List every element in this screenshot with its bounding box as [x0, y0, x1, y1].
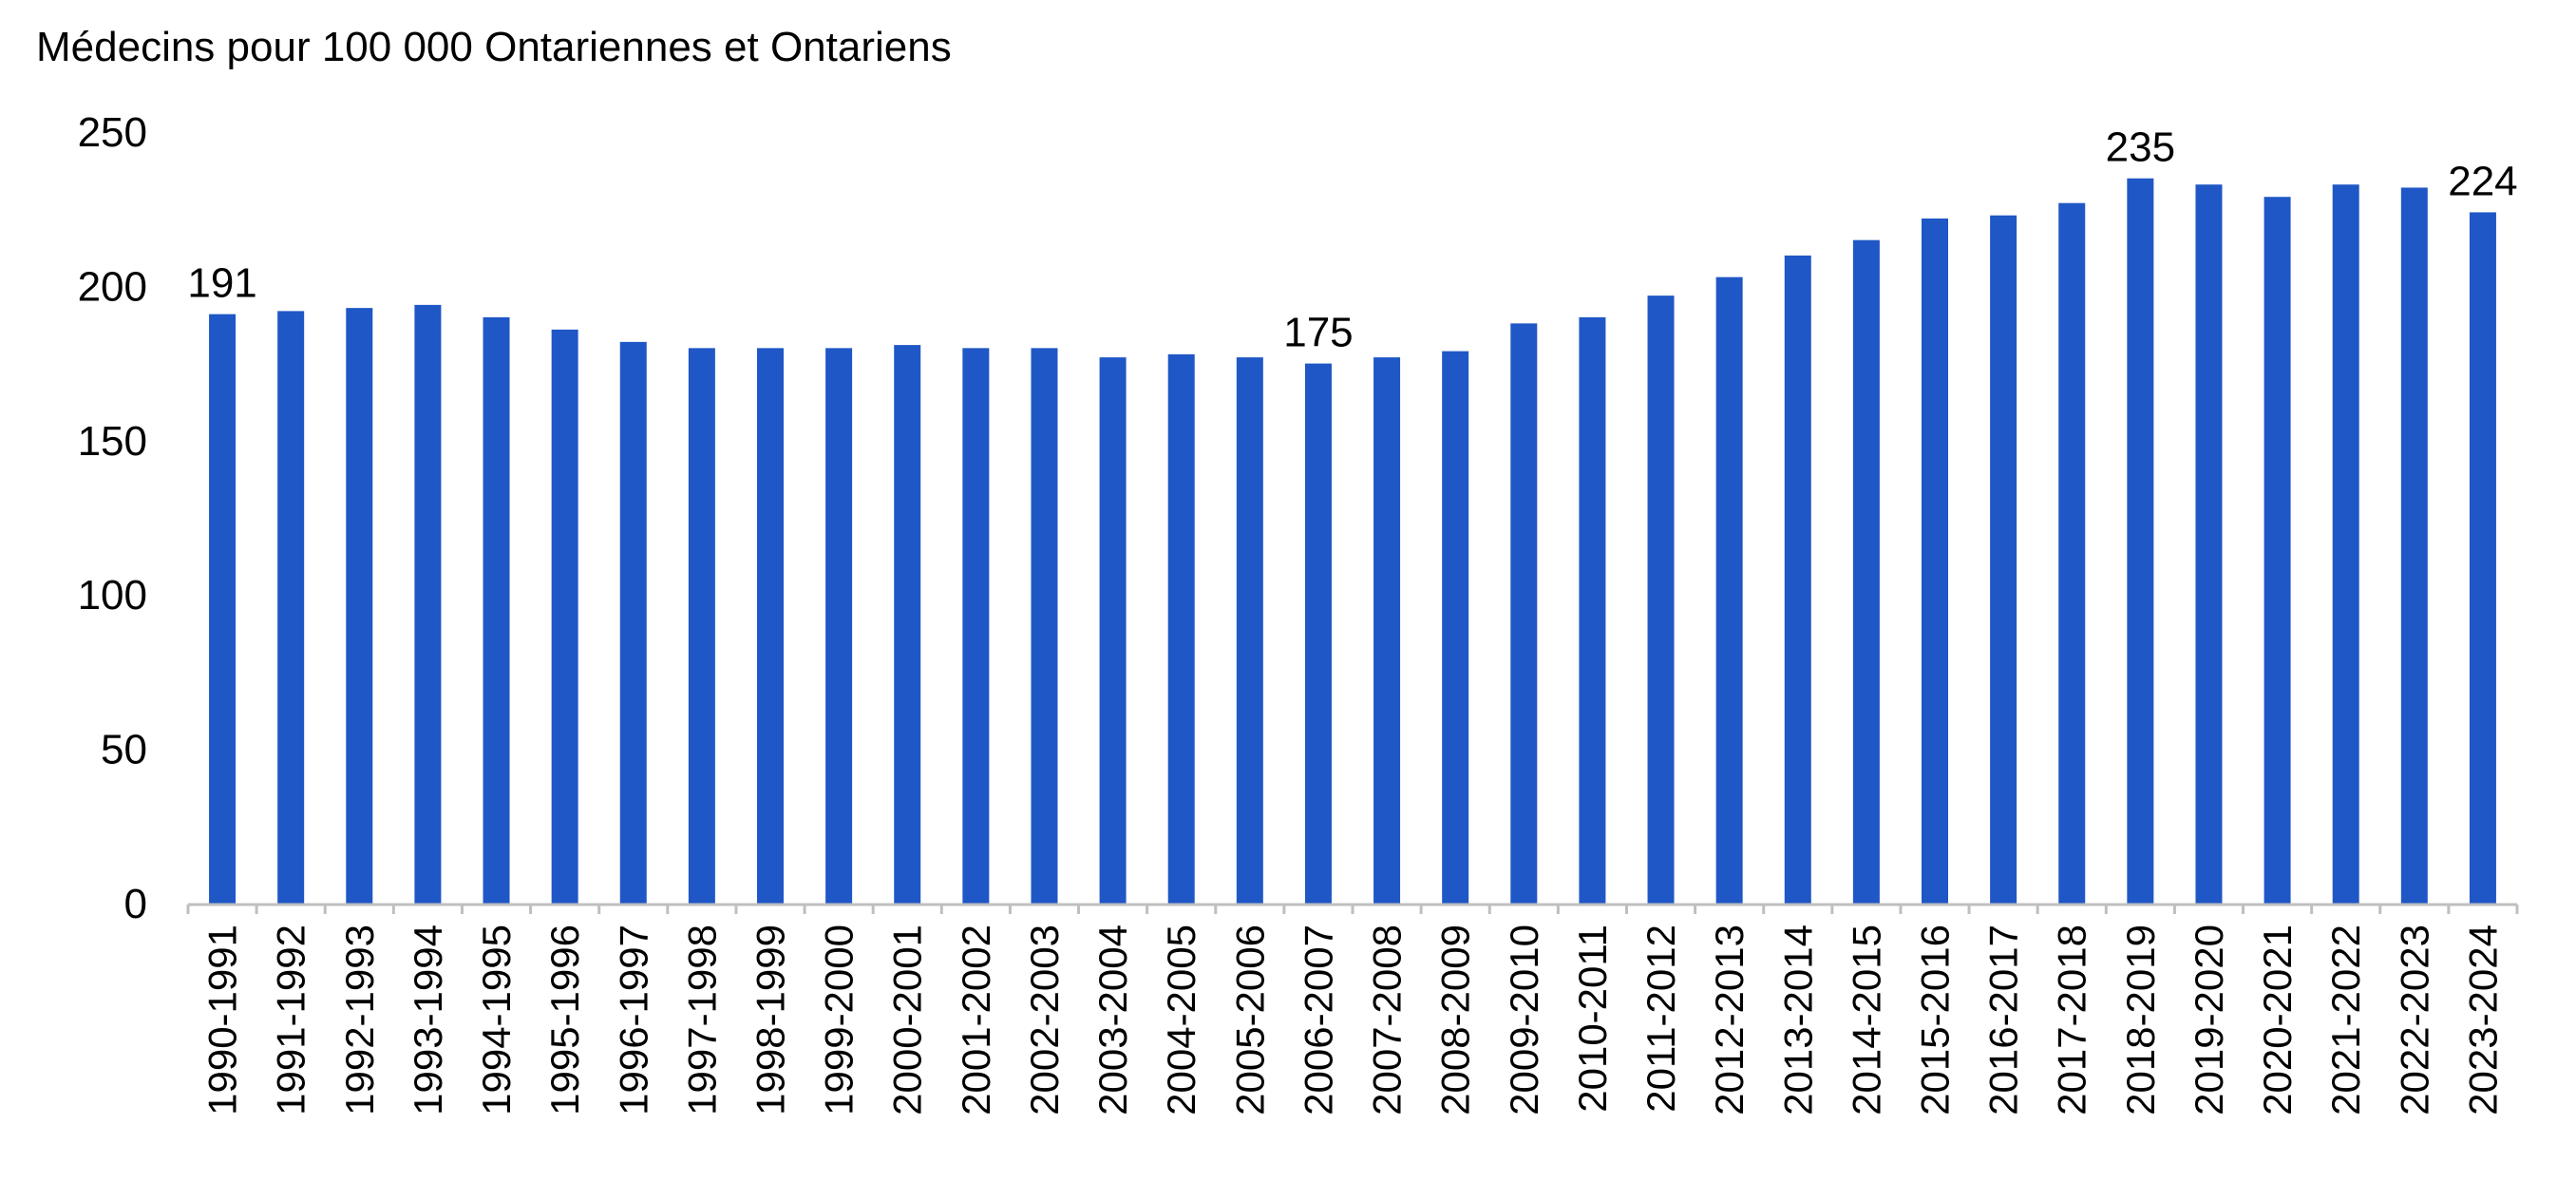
- x-tick-label-1999-2000: 1999-2000: [817, 925, 862, 1115]
- bar-1997-1998: [688, 348, 715, 904]
- x-tick-label-1994-1995: 1994-1995: [474, 925, 519, 1115]
- x-tick-label-2022-2023: 2022-2023: [2392, 925, 2436, 1115]
- y-tick-label-200: 200: [78, 263, 147, 310]
- x-tick-label-1998-1999: 1998-1999: [748, 925, 793, 1115]
- bar-2021-2022: [2332, 184, 2359, 904]
- x-tick-label-2005-2006: 2005-2006: [1227, 925, 1272, 1115]
- x-tick-label-1993-1994: 1993-1994: [406, 925, 450, 1115]
- bar-1995-1996: [551, 329, 578, 904]
- bar-2014-2015: [1852, 239, 1880, 904]
- bar-2017-2018: [2058, 202, 2086, 905]
- bar-2013-2014: [1784, 255, 1811, 904]
- bar-1996-1997: [619, 341, 647, 904]
- bar-2001-2002: [962, 348, 990, 904]
- bar-2003-2004: [1099, 357, 1127, 904]
- y-axis-tick-labels: 0 50 100 150 200 250: [78, 109, 147, 927]
- x-tick-label-2004-2005: 2004-2005: [1159, 925, 1203, 1115]
- x-tick-label-1992-1993: 1992-1993: [337, 925, 382, 1115]
- bars: [209, 178, 2496, 905]
- y-tick-label-100: 100: [78, 572, 147, 619]
- x-tick-label-2020-2021: 2020-2021: [2255, 925, 2300, 1115]
- bar-2008-2009: [1442, 351, 1469, 904]
- x-tick-label-2007-2008: 2007-2008: [1365, 925, 1410, 1115]
- x-tick-label-2012-2013: 2012-2013: [1707, 925, 1752, 1115]
- data-label-2006-2007: 175: [1283, 310, 1353, 356]
- bar-2009-2010: [1510, 323, 1538, 905]
- x-tick-label-1990-1991: 1990-1991: [200, 925, 245, 1115]
- x-tick-label-1991-1992: 1991-1992: [269, 925, 313, 1115]
- x-tick-label-2013-2014: 2013-2014: [1775, 925, 1820, 1115]
- bar-2012-2013: [1715, 276, 1743, 904]
- x-tick-label-2002-2003: 2002-2003: [1022, 925, 1067, 1115]
- x-tick-label-2014-2015: 2014-2015: [1844, 925, 1888, 1115]
- bar-1991-1992: [277, 311, 305, 904]
- x-tick-label-2016-2017: 2016-2017: [1981, 925, 2026, 1115]
- bar-2019-2020: [2195, 184, 2223, 904]
- x-tick-label-1995-1996: 1995-1996: [542, 925, 587, 1115]
- chart-title: Médecins pour 100 000 Ontariennes et Ont…: [36, 24, 952, 70]
- x-tick-label-2011-2012: 2011-2012: [1638, 925, 1683, 1113]
- y-tick-label-250: 250: [78, 109, 147, 156]
- bar-2005-2006: [1236, 357, 1263, 904]
- x-tick-label-2000-2001: 2000-2001: [885, 925, 930, 1115]
- bar-1994-1995: [483, 316, 510, 904]
- bar-1993-1994: [414, 304, 442, 904]
- y-tick-label-50: 50: [101, 727, 147, 773]
- data-label-2018-2019: 235: [2106, 124, 2175, 171]
- bar-2010-2011: [1579, 316, 1606, 904]
- x-tick-label-2019-2020: 2019-2020: [2187, 925, 2231, 1115]
- x-tick-label-2009-2010: 2009-2010: [1502, 925, 1546, 1115]
- x-tick-label-2015-2016: 2015-2016: [1913, 925, 1958, 1115]
- bar-2007-2008: [1373, 357, 1401, 904]
- x-tick-label-2018-2019: 2018-2019: [2118, 925, 2163, 1115]
- x-tick-label-2010-2011: 2010-2011: [1570, 925, 1615, 1113]
- bar-1998-1999: [757, 348, 784, 904]
- bar-2015-2016: [1922, 218, 1948, 905]
- x-tick-label-2017-2018: 2017-2018: [2050, 925, 2094, 1115]
- bar-2011-2012: [1647, 296, 1675, 904]
- x-tick-label-2001-2002: 2001-2002: [954, 925, 998, 1115]
- data-label-1990-1991: 191: [187, 260, 256, 307]
- y-tick-label-150: 150: [78, 418, 147, 465]
- bar-2018-2019: [2127, 178, 2154, 905]
- bar-1999-2000: [825, 348, 853, 904]
- x-tick-label-2003-2004: 2003-2004: [1090, 925, 1135, 1115]
- x-axis-tick-marks: [186, 905, 2519, 914]
- y-tick-label-0: 0: [124, 881, 147, 927]
- x-tick-label-2021-2022: 2021-2022: [2323, 925, 2368, 1115]
- bar-1992-1993: [346, 308, 373, 904]
- x-tick-label-2008-2009: 2008-2009: [1433, 925, 1478, 1115]
- x-tick-label-2023-2024: 2023-2024: [2460, 925, 2505, 1115]
- data-label-2023-2024: 224: [2448, 158, 2517, 204]
- bar-1990-1991: [209, 314, 237, 905]
- x-axis-tick-labels: 1990-1991 1991-1992 1992-1993 1993-1994 1994…: [200, 925, 2506, 1115]
- bar-2023-2024: [2469, 212, 2496, 904]
- bar-2022-2023: [2400, 187, 2428, 905]
- x-tick-label-1996-1997: 1996-1997: [611, 925, 655, 1115]
- x-tick-label-1997-1998: 1997-1998: [679, 925, 724, 1115]
- data-labels: 191 175 235 224: [187, 124, 2517, 356]
- bar-2016-2017: [1990, 215, 2017, 905]
- bar-2020-2021: [2263, 197, 2291, 904]
- bar-2000-2001: [894, 345, 921, 904]
- x-tick-label-2006-2007: 2006-2007: [1296, 925, 1340, 1115]
- bar-2002-2003: [1031, 348, 1058, 904]
- bar-2006-2007: [1304, 363, 1332, 905]
- bar-2004-2005: [1167, 353, 1195, 905]
